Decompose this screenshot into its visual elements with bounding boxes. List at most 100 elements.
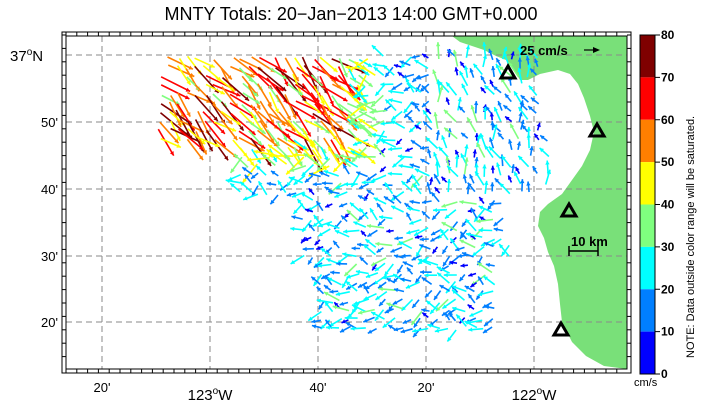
current-vector-head <box>367 329 373 334</box>
current-vector-head <box>422 102 427 107</box>
current-vector-head <box>345 65 350 70</box>
current-vector-head <box>413 183 418 188</box>
current-vector <box>194 84 217 107</box>
current-vector-head <box>463 65 469 70</box>
current-vector-head <box>286 192 292 197</box>
current-vector <box>268 113 292 128</box>
current-vector <box>337 66 354 97</box>
current-vector-head <box>320 324 325 329</box>
current-vector-head <box>462 252 467 257</box>
current-vector-head <box>354 137 360 142</box>
current-vector-head <box>406 178 411 184</box>
current-vector-head <box>494 178 500 183</box>
current-vector-head <box>497 101 502 106</box>
current-vector-head <box>333 167 338 172</box>
current-vector-head <box>375 316 380 321</box>
current-vector-head <box>403 86 409 91</box>
triangle-icon <box>559 201 579 218</box>
current-vector-head <box>472 149 477 154</box>
current-vector-head <box>410 140 416 145</box>
current-vector-head <box>329 289 334 294</box>
current-vector-head <box>407 267 412 272</box>
current-vector <box>347 58 369 73</box>
scale-bar: 10 km <box>568 234 608 256</box>
current-vector-head <box>393 195 398 200</box>
current-vector-head <box>244 174 249 180</box>
current-vector-head <box>414 60 419 64</box>
current-vector <box>312 112 342 132</box>
current-vector-head <box>293 180 298 185</box>
current-vector-head <box>382 275 387 280</box>
current-vector-head <box>382 323 388 328</box>
current-vector-head <box>352 304 357 309</box>
current-vector-head <box>414 168 420 173</box>
current-vector-head <box>518 48 523 53</box>
current-vector-head <box>414 104 419 109</box>
current-vector-head <box>379 301 384 306</box>
current-vector-head <box>301 238 306 244</box>
current-vector-head <box>336 261 341 266</box>
current-vector-head <box>459 71 464 76</box>
current-vector-head <box>321 275 326 279</box>
current-vector-head <box>441 222 447 227</box>
current-vector-head <box>202 150 207 155</box>
current-vector-head <box>465 219 470 224</box>
current-vector <box>233 57 258 77</box>
current-vector <box>221 119 238 141</box>
current-vector-head <box>252 71 258 76</box>
current-vector-head <box>426 182 431 187</box>
current-vector-head <box>504 93 510 99</box>
current-vector-head <box>480 242 486 247</box>
current-vector-head <box>286 181 291 187</box>
current-vector-head <box>288 176 294 181</box>
current-vector-head <box>455 150 460 155</box>
current-vector-head <box>405 284 411 289</box>
current-vector-head <box>361 230 366 236</box>
current-vector <box>206 94 226 125</box>
current-vector-head <box>266 149 271 154</box>
current-vector-head <box>270 138 274 143</box>
current-vector-head <box>188 65 193 70</box>
current-vector-head <box>393 64 399 69</box>
current-vector-head <box>253 149 258 154</box>
current-vector-head <box>478 276 483 281</box>
current-vector-head <box>339 301 344 306</box>
current-vector-head <box>250 161 255 166</box>
current-vector-head <box>213 116 218 121</box>
current-vector-head <box>270 119 274 124</box>
current-vector-head <box>344 182 348 187</box>
current-vector-head <box>445 313 450 318</box>
current-vector <box>348 93 368 112</box>
current-vector <box>323 111 344 131</box>
current-vector-head <box>441 203 446 208</box>
current-vector <box>160 76 191 93</box>
current-vector-head <box>482 42 487 47</box>
current-vector-head <box>386 278 392 283</box>
current-vector-head <box>371 312 376 316</box>
current-vector-head <box>371 45 377 50</box>
current-vector-head <box>345 281 351 286</box>
current-vector-head <box>445 97 450 102</box>
current-vector-head <box>358 215 363 221</box>
current-vector <box>186 138 204 161</box>
current-vector-head <box>490 182 495 187</box>
current-vector-head <box>358 195 363 200</box>
current-vector-head <box>388 89 393 94</box>
current-vector-head <box>443 272 448 278</box>
current-vector <box>194 119 214 152</box>
current-vector <box>204 120 227 148</box>
current-vector-head <box>282 75 288 79</box>
current-vector-head <box>325 319 330 325</box>
current-vector-head <box>515 166 520 172</box>
current-vector-head <box>424 273 429 278</box>
current-vector-head <box>302 97 307 102</box>
current-vector <box>157 128 175 157</box>
current-vector-head <box>476 142 481 148</box>
current-vector-head <box>401 181 406 186</box>
current-vector-head <box>432 69 437 74</box>
current-vector-head <box>459 239 465 244</box>
current-vector-head <box>383 196 389 201</box>
current-vector-head <box>437 272 442 277</box>
current-vector-head <box>362 98 368 104</box>
current-vector-head <box>297 149 302 154</box>
